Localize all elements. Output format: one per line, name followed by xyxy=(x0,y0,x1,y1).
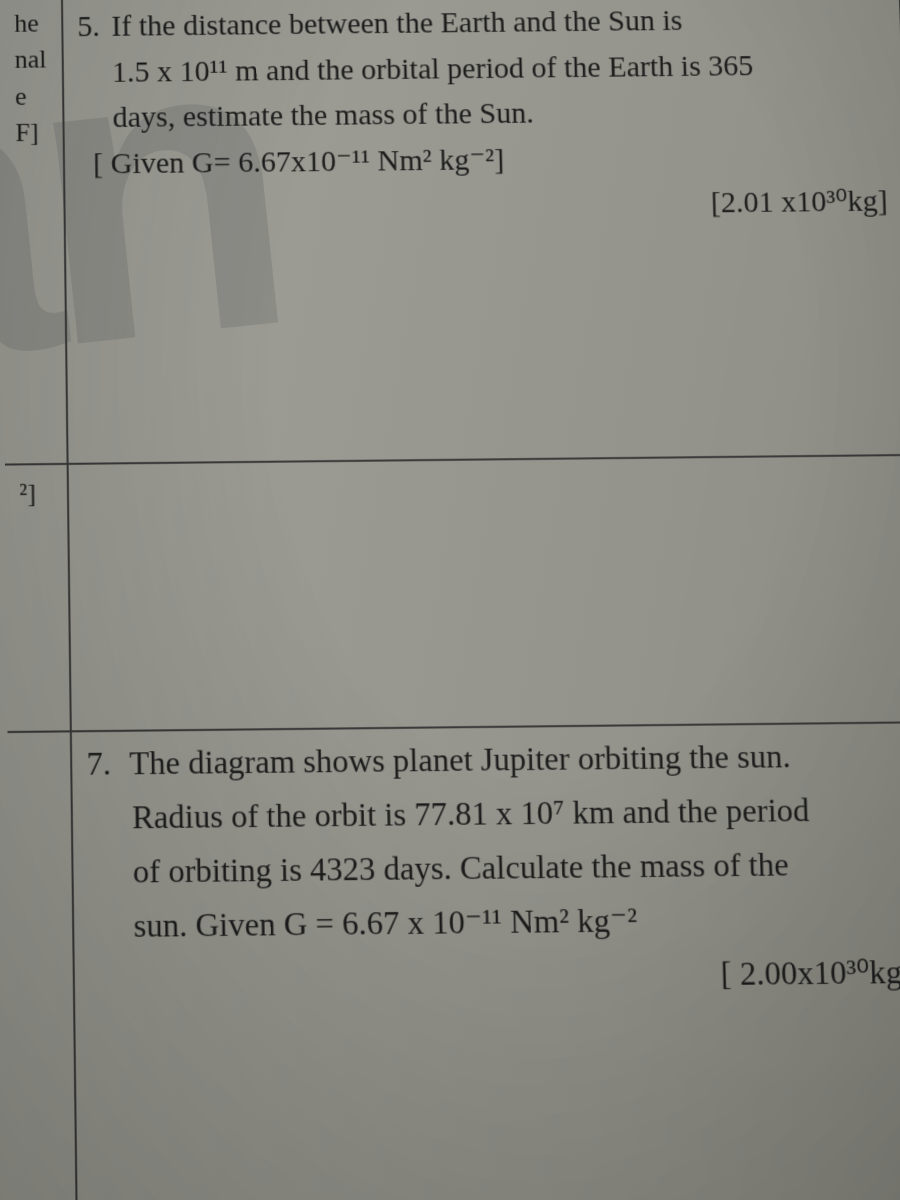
left-margin-row2: ²] xyxy=(5,464,71,732)
q7-answer: [ 2.00x10³⁰kg] xyxy=(89,946,900,1005)
q5-number: 5. xyxy=(77,5,112,49)
q7-number: 7. xyxy=(86,738,121,788)
q7-line3: of orbiting is 4323 days. Calculate the … xyxy=(88,838,900,897)
q5-answer: [2.01 x10³⁰kg] xyxy=(79,179,892,231)
left-margin-row1: he nal e F] xyxy=(0,0,68,465)
q5-line3: days, estimate the mass of the Sun. xyxy=(78,88,889,140)
left-frag-1: he xyxy=(14,5,47,42)
question-7: 7. The diagram shows planet Jupiter orbi… xyxy=(86,730,900,1006)
left-frag-5: F] xyxy=(15,115,49,152)
q5-line1: If the distance between the Earth and th… xyxy=(111,4,683,43)
left-frag-sq: ²] xyxy=(19,475,53,513)
blank-cell xyxy=(68,455,900,731)
question-5-cell: 5.If the distance between the Earth and … xyxy=(62,0,900,464)
q5-line2: 1.5 x 10¹¹ m and the orbital period of t… xyxy=(78,42,888,94)
q7-line1: The diagram shows planet Jupiter orbitin… xyxy=(129,737,791,781)
left-frag-3: e xyxy=(15,78,48,115)
q5-given: [ Given G= 6.67x10⁻¹¹ Nm² kg⁻²] xyxy=(79,133,891,185)
left-margin-row3 xyxy=(8,731,77,1200)
question-7-cell: 7. The diagram shows planet Jupiter orbi… xyxy=(71,722,900,1200)
worksheet-table: he nal e F] 5.If the distance between th… xyxy=(0,0,900,1200)
question-5: 5.If the distance between the Earth and … xyxy=(77,0,892,232)
q7-line4: sun. Given G = 6.67 x 10⁻¹¹ Nm² kg⁻² xyxy=(88,892,900,951)
left-frag-2: nal xyxy=(14,42,47,79)
q7-line2: Radius of the orbit is 77.81 x 10⁷ km an… xyxy=(87,784,900,843)
